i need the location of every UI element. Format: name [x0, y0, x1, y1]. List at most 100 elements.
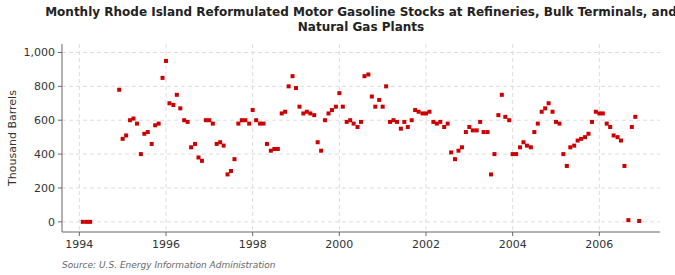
point — [478, 120, 482, 124]
point — [413, 108, 417, 112]
y-axis-label: Thousand Barrels — [6, 90, 19, 187]
point — [337, 91, 341, 95]
x-grid-line — [166, 44, 167, 232]
point — [464, 130, 468, 134]
point — [121, 137, 125, 141]
y-grid-line — [62, 187, 660, 188]
point — [446, 122, 450, 126]
y-tick-label: 200 — [34, 182, 55, 195]
x-tick-label: 2004 — [499, 238, 527, 251]
point — [579, 137, 583, 141]
y-grid-line — [62, 52, 660, 53]
point — [362, 74, 366, 78]
point — [622, 164, 626, 168]
y-tick-label: 400 — [34, 148, 55, 161]
point — [392, 118, 396, 122]
point — [633, 115, 637, 119]
point — [182, 118, 186, 122]
title-line: Natural Gas Plants — [298, 20, 424, 34]
point — [514, 152, 518, 156]
point — [630, 125, 634, 129]
title: Monthly Rhode Island Reformulated Motor … — [45, 5, 675, 34]
point — [489, 172, 493, 176]
x-tick-label: 1994 — [65, 238, 93, 251]
point — [146, 130, 150, 134]
y-tick — [58, 221, 62, 222]
x-tick-label: 2006 — [585, 238, 613, 251]
point — [327, 111, 331, 115]
x-tick-label: 1998 — [239, 238, 267, 251]
x-grid-line — [599, 44, 600, 232]
point — [500, 93, 504, 97]
point — [222, 144, 226, 148]
y-grid-line — [62, 221, 660, 222]
point — [612, 133, 616, 137]
y-tick — [58, 154, 62, 155]
point — [637, 219, 641, 223]
point — [427, 110, 431, 114]
point — [301, 111, 305, 115]
point — [626, 218, 630, 222]
point — [435, 122, 439, 126]
x-grid-line — [339, 44, 340, 232]
point — [323, 118, 327, 122]
point — [561, 152, 565, 156]
point — [384, 84, 388, 88]
point — [565, 164, 569, 168]
title-line: Monthly Rhode Island Reformulated Motor … — [45, 5, 675, 19]
point — [597, 111, 601, 115]
point — [616, 135, 620, 139]
point — [308, 111, 312, 115]
point — [276, 147, 280, 151]
point — [370, 95, 374, 99]
y-tick — [58, 187, 62, 188]
y-tick-label: 1,000 — [24, 46, 56, 59]
point — [164, 59, 168, 63]
point — [576, 139, 580, 143]
y-tick-label: 0 — [48, 216, 55, 229]
point — [269, 149, 273, 153]
point — [240, 118, 244, 122]
point — [124, 133, 128, 137]
points — [81, 59, 641, 224]
point — [356, 125, 360, 129]
point — [316, 140, 320, 144]
y-axis-line — [62, 44, 63, 232]
point — [305, 110, 309, 114]
point — [175, 93, 179, 97]
point — [572, 144, 576, 148]
point — [272, 147, 276, 151]
point — [330, 108, 334, 112]
point — [150, 142, 154, 146]
point — [540, 110, 544, 114]
point — [536, 122, 540, 126]
point — [287, 84, 291, 88]
point — [283, 110, 287, 114]
point — [294, 86, 298, 90]
x-axis-line — [62, 232, 660, 233]
point — [352, 122, 356, 126]
x-tick — [252, 232, 253, 236]
point — [511, 152, 515, 156]
point — [345, 120, 349, 124]
point — [399, 127, 403, 131]
y-tick — [58, 52, 62, 53]
point — [189, 145, 193, 149]
point — [532, 130, 536, 134]
point — [197, 155, 201, 159]
point — [482, 130, 486, 134]
x-grid-line — [79, 44, 80, 232]
chart: Monthly Rhode Island Reformulated Motor … — [0, 0, 675, 275]
y-tick — [58, 120, 62, 121]
point — [265, 142, 269, 146]
point — [178, 106, 182, 110]
y-tick-label: 600 — [34, 114, 55, 127]
point — [142, 132, 146, 136]
point — [341, 105, 345, 109]
x-tick — [339, 232, 340, 236]
x-tick — [166, 232, 167, 236]
point — [608, 125, 612, 129]
point — [442, 125, 446, 129]
point — [139, 152, 143, 156]
x-tick — [426, 232, 427, 236]
